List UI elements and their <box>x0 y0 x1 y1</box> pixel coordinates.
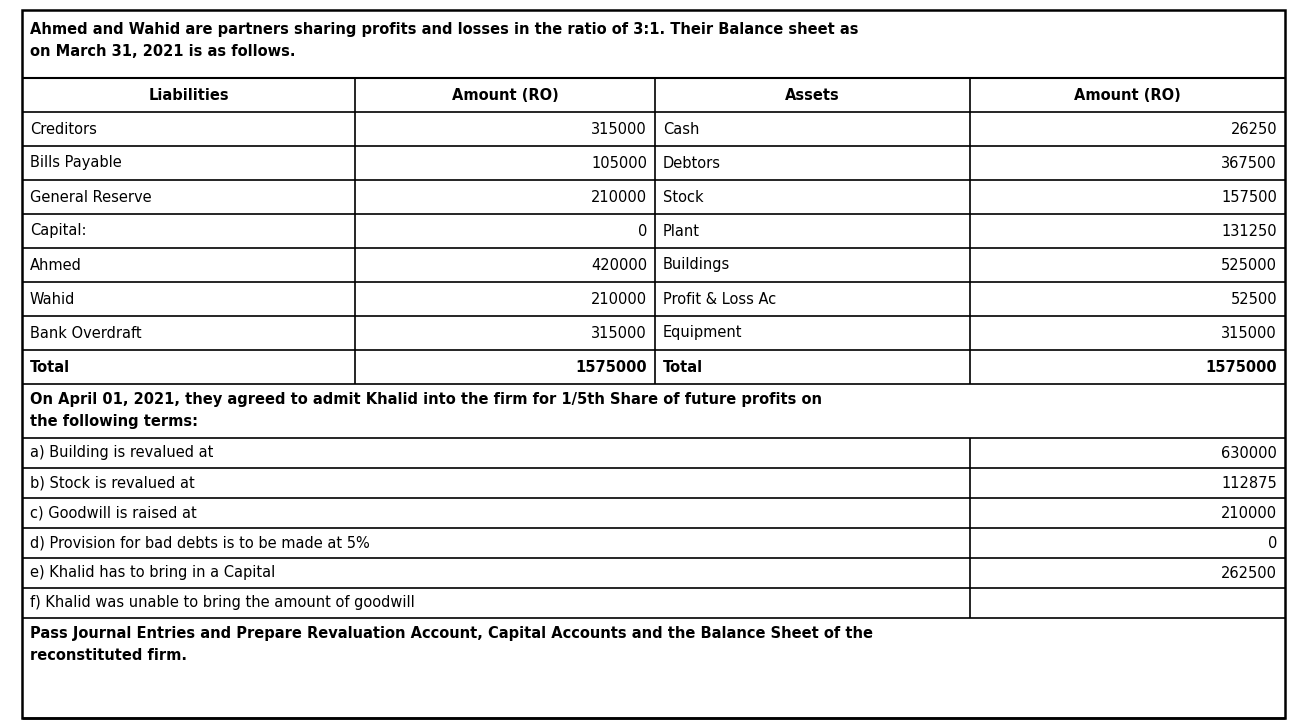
Text: Liabilities: Liabilities <box>148 87 229 103</box>
Text: 210000: 210000 <box>591 291 647 306</box>
Text: Plant: Plant <box>663 223 701 239</box>
Text: 157500: 157500 <box>1221 189 1277 205</box>
Text: d) Provision for bad debts is to be made at 5%: d) Provision for bad debts is to be made… <box>30 536 370 550</box>
Text: 420000: 420000 <box>591 258 647 272</box>
Text: e) Khalid has to bring in a Capital: e) Khalid has to bring in a Capital <box>30 566 276 580</box>
Text: Debtors: Debtors <box>663 156 721 170</box>
Text: Amount (RO): Amount (RO) <box>1074 87 1182 103</box>
Text: 262500: 262500 <box>1221 566 1277 580</box>
Text: Capital:: Capital: <box>30 223 86 239</box>
Text: Bills Payable: Bills Payable <box>30 156 122 170</box>
Text: Ahmed: Ahmed <box>30 258 82 272</box>
Text: 0: 0 <box>1268 536 1277 550</box>
Text: General Reserve: General Reserve <box>30 189 152 205</box>
Text: the following terms:: the following terms: <box>30 414 197 429</box>
Text: Assets: Assets <box>786 87 840 103</box>
Text: c) Goodwill is raised at: c) Goodwill is raised at <box>30 505 197 521</box>
Text: 315000: 315000 <box>591 325 647 341</box>
Text: Profit & Loss Ac: Profit & Loss Ac <box>663 291 776 306</box>
Text: 525000: 525000 <box>1221 258 1277 272</box>
Text: on March 31, 2021 is as follows.: on March 31, 2021 is as follows. <box>30 44 295 59</box>
Text: Bank Overdraft: Bank Overdraft <box>30 325 141 341</box>
Text: Cash: Cash <box>663 122 699 136</box>
Text: Amount (RO): Amount (RO) <box>452 87 558 103</box>
Text: 210000: 210000 <box>1221 505 1277 521</box>
Text: On April 01, 2021, they agreed to admit Khalid into the firm for 1/5th Share of : On April 01, 2021, they agreed to admit … <box>30 392 822 407</box>
Text: 131250: 131250 <box>1221 223 1277 239</box>
Text: 0: 0 <box>638 223 647 239</box>
Text: Creditors: Creditors <box>30 122 97 136</box>
Text: reconstituted firm.: reconstituted firm. <box>30 648 187 663</box>
Text: 26250: 26250 <box>1230 122 1277 136</box>
Text: 105000: 105000 <box>591 156 647 170</box>
Text: Pass Journal Entries and Prepare Revaluation Account, Capital Accounts and the B: Pass Journal Entries and Prepare Revalua… <box>30 626 873 641</box>
Text: 52500: 52500 <box>1230 291 1277 306</box>
Text: a) Building is revalued at: a) Building is revalued at <box>30 446 213 461</box>
Text: b) Stock is revalued at: b) Stock is revalued at <box>30 475 195 491</box>
Text: 315000: 315000 <box>1221 325 1277 341</box>
Text: Equipment: Equipment <box>663 325 742 341</box>
Text: Total: Total <box>663 360 703 374</box>
Text: Stock: Stock <box>663 189 703 205</box>
Text: f) Khalid was unable to bring the amount of goodwill: f) Khalid was unable to bring the amount… <box>30 596 414 611</box>
Text: 1575000: 1575000 <box>1205 360 1277 374</box>
Text: Ahmed and Wahid are partners sharing profits and losses in the ratio of 3:1. The: Ahmed and Wahid are partners sharing pro… <box>30 22 859 37</box>
Text: Buildings: Buildings <box>663 258 731 272</box>
Text: 210000: 210000 <box>591 189 647 205</box>
Text: 112875: 112875 <box>1221 475 1277 491</box>
Text: 367500: 367500 <box>1221 156 1277 170</box>
Text: 1575000: 1575000 <box>575 360 647 374</box>
Text: 315000: 315000 <box>591 122 647 136</box>
Text: 630000: 630000 <box>1221 446 1277 461</box>
Text: Total: Total <box>30 360 71 374</box>
Text: Wahid: Wahid <box>30 291 76 306</box>
